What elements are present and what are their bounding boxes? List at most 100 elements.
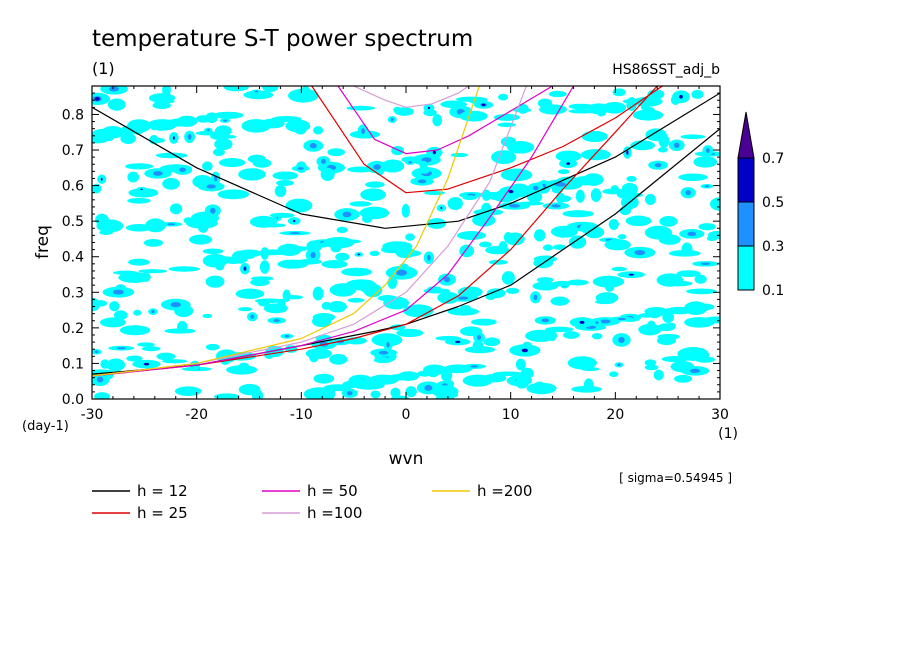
colorbar-level-label: 0.5 bbox=[762, 195, 784, 211]
spectral-blob bbox=[262, 86, 279, 93]
spectral-blob bbox=[186, 218, 218, 229]
spectral-blob bbox=[568, 108, 596, 114]
spectral-blob bbox=[625, 215, 652, 227]
colorbar: 0.1 0.3 0.5 0.7 bbox=[737, 111, 784, 299]
spectral-blob-mid bbox=[109, 86, 119, 92]
colorbar-extend-arrow bbox=[737, 111, 755, 159]
spectral-blob bbox=[626, 175, 637, 182]
spectral-blob-mid bbox=[151, 310, 155, 314]
spectral-blob bbox=[536, 277, 554, 283]
colorbar-level-label: 0.1 bbox=[762, 283, 784, 299]
spectral-blob bbox=[311, 315, 332, 328]
spectral-blob bbox=[676, 270, 701, 277]
spectral-blob bbox=[237, 307, 253, 312]
spectral-blob bbox=[371, 377, 380, 385]
spectral-blob bbox=[506, 141, 535, 154]
spectral-blob-mid bbox=[595, 321, 599, 324]
spectral-blob bbox=[632, 109, 664, 121]
spectral-blob bbox=[174, 386, 202, 397]
legend-label: h =100 bbox=[307, 504, 362, 522]
spectral-blob bbox=[382, 241, 413, 252]
spectral-blob bbox=[417, 370, 433, 377]
spectral-blob bbox=[313, 373, 335, 384]
chart-title: temperature S-T power spectrum bbox=[92, 26, 473, 52]
spectral-blob bbox=[363, 283, 383, 298]
spectral-blob bbox=[202, 253, 228, 268]
spectral-blob bbox=[498, 93, 509, 101]
spectral-blob bbox=[513, 108, 532, 113]
spectral-blob bbox=[241, 119, 272, 133]
spectral-blob bbox=[658, 234, 681, 245]
spectral-blob bbox=[342, 380, 360, 389]
spectral-blob bbox=[485, 245, 510, 255]
spectral-blob bbox=[113, 310, 128, 320]
spectral-blob-mid bbox=[179, 167, 186, 173]
spectral-blob bbox=[479, 241, 492, 248]
y-tick-label: 0.3 bbox=[62, 285, 84, 301]
spectral-blob-high bbox=[140, 188, 143, 191]
colorbar-segment bbox=[737, 157, 755, 203]
spectral-blob bbox=[125, 224, 153, 232]
legend-label: h = 12 bbox=[137, 482, 188, 500]
spectral-blob-mid bbox=[690, 368, 701, 373]
spectral-blob bbox=[550, 296, 570, 306]
spectral-blob bbox=[231, 250, 249, 264]
spectral-blob-mid bbox=[361, 128, 365, 135]
kelvin-curve-h50 bbox=[92, 86, 575, 377]
spectral-blob bbox=[638, 323, 662, 336]
spectral-blob bbox=[346, 105, 376, 111]
y-unit-label: (day-1) bbox=[22, 419, 69, 434]
spectral-blob bbox=[556, 195, 572, 203]
spectral-blob bbox=[571, 385, 602, 393]
spectral-blob bbox=[674, 374, 693, 383]
spectral-blob bbox=[312, 286, 324, 301]
spectral-blob bbox=[684, 317, 715, 328]
spectral-blob bbox=[581, 130, 608, 143]
spectral-blob-mid bbox=[96, 376, 104, 383]
spectral-blob bbox=[591, 332, 603, 340]
spectral-blob bbox=[327, 301, 347, 313]
spectral-blob bbox=[335, 252, 350, 261]
spectral-blob bbox=[205, 343, 220, 351]
spectral-blob bbox=[653, 369, 664, 381]
spectral-blob bbox=[662, 311, 675, 323]
legend-label: h = 50 bbox=[307, 482, 358, 500]
spectral-blob-high bbox=[432, 150, 437, 155]
spectral-blob bbox=[330, 243, 342, 253]
y-tick-label: 0.2 bbox=[62, 321, 84, 337]
spectral-blob bbox=[562, 210, 594, 218]
spectral-blob bbox=[431, 385, 459, 398]
spectral-blob bbox=[645, 128, 667, 142]
spectral-blob bbox=[419, 166, 431, 174]
spectral-blob bbox=[462, 374, 493, 387]
spectral-blob bbox=[238, 383, 261, 396]
spectral-density-field bbox=[92, 86, 720, 399]
spectral-blob bbox=[263, 303, 288, 314]
spectral-blob bbox=[156, 352, 176, 361]
spectral-blob bbox=[440, 100, 467, 109]
spectral-blob-high bbox=[481, 103, 486, 106]
spectral-blob bbox=[164, 328, 196, 334]
spectral-blob-mid bbox=[700, 262, 711, 266]
spectral-blob-mid bbox=[167, 223, 176, 226]
spectral-blob bbox=[109, 301, 120, 312]
y-tick-label: 0.7 bbox=[62, 143, 84, 159]
spectral-blob-high bbox=[521, 348, 528, 353]
sigma-label: [ sigma=0.54945 ] bbox=[619, 471, 732, 485]
spectral-blob bbox=[205, 275, 225, 288]
spectral-blob bbox=[405, 386, 417, 398]
spectral-blob bbox=[396, 328, 424, 338]
spectral-blob bbox=[92, 297, 101, 312]
spectral-blob bbox=[92, 183, 102, 194]
spectral-blob bbox=[630, 140, 656, 151]
spectral-blob bbox=[285, 198, 313, 213]
spectral-blob-mid bbox=[396, 269, 408, 276]
spectral-blob bbox=[691, 89, 704, 99]
spectral-blob-mid bbox=[554, 182, 566, 187]
spectral-blob-high bbox=[172, 136, 175, 140]
spectral-blob-mid bbox=[297, 167, 304, 170]
spectral-blob bbox=[365, 181, 385, 188]
spectral-blob-high bbox=[679, 94, 683, 99]
colorbar-segment bbox=[737, 245, 755, 291]
spectral-blob bbox=[472, 339, 484, 353]
